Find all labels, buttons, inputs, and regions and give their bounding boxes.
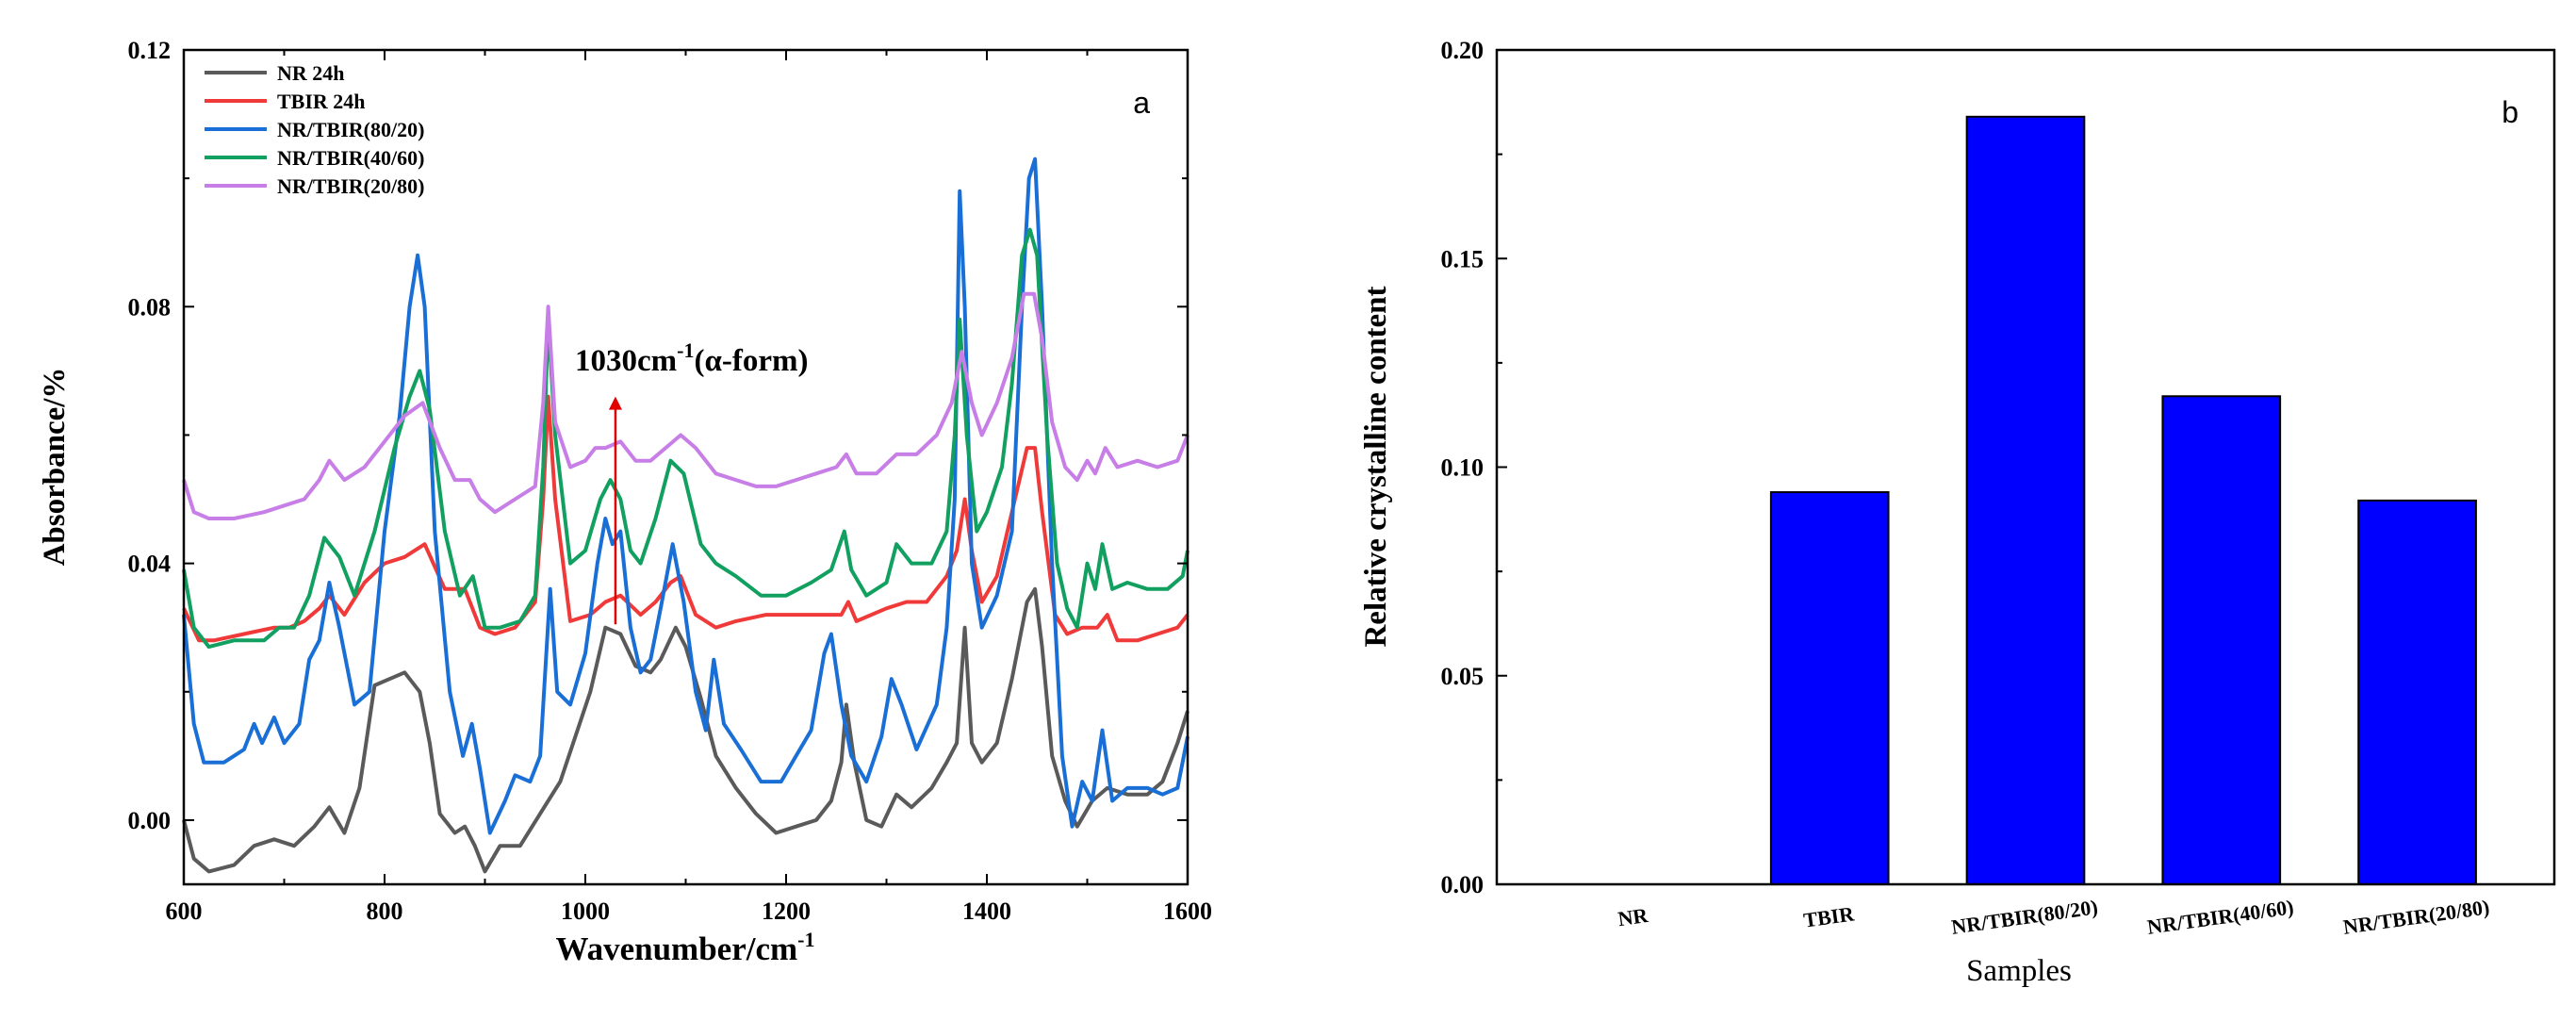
annotation-text: 1030cm-1(α-form) <box>575 338 808 378</box>
chart-b-y-axis-title: Relative crystalline content <box>1359 286 1393 647</box>
chart-a-legend: NR 24h TBIR 24h NR/TBIR(80/20) NR/TBIR(40/6… <box>205 61 424 198</box>
b-y-tick-label-1: 0.05 <box>1441 663 1485 690</box>
b-x-tick-label-3: NR/TBIR(40/60) <box>2146 895 2295 939</box>
y-tick-label-0: 0.00 <box>128 807 172 834</box>
series-line-3 <box>182 227 1190 650</box>
chart-a-y-axis-title: Absorbance/% <box>38 368 72 567</box>
b-x-tick-label-2: NR/TBIR(80/20) <box>1950 895 2099 939</box>
x-tick-label-5: 1600 <box>1163 897 1212 925</box>
legend-label-3: NR/TBIR(40/60) <box>277 146 424 170</box>
annotation-text-suffix: (α-form) <box>694 344 808 378</box>
bar-3 <box>2161 395 2282 885</box>
chart-a: 600 800 1000 1200 1400 1600 0.00 0.04 0.08 0.12 N… <box>38 37 1212 967</box>
legend-label-2: NR/TBIR(80/20) <box>277 118 424 141</box>
b-x-tick-label-0: NR <box>1616 903 1650 930</box>
legend-label-4: NR/TBIR(20/80) <box>277 174 424 198</box>
chart-a-ticks: 600 800 1000 1200 1400 1600 0.00 0.04 0.08 0.12 <box>128 37 1213 925</box>
b-y-tick-label-3: 0.15 <box>1441 245 1485 272</box>
chart-b-x-axis-title: Samples <box>1966 954 2072 988</box>
bar-1 <box>1769 491 1890 885</box>
chart-a-annotation: 1030cm-1(α-form) <box>575 338 808 625</box>
series-line-1 <box>182 394 1190 643</box>
chart-b-bars-group <box>1769 115 2477 886</box>
x-tick-label-1: 800 <box>367 897 403 925</box>
y-tick-label-1: 0.04 <box>128 551 172 578</box>
x-tick-label-3: 1200 <box>762 897 811 925</box>
y-tick-label-2: 0.08 <box>128 293 172 321</box>
chart-a-series-group <box>182 156 1190 874</box>
x-tick-label-0: 600 <box>166 897 203 925</box>
b-y-tick-label-2: 0.10 <box>1441 454 1485 482</box>
x-tick-label-2: 1000 <box>561 897 610 925</box>
annotation-text-prefix: 1030cm <box>575 344 677 378</box>
annotation-arrow-head <box>608 396 622 410</box>
chart-b-ticks: 0.00 0.05 0.10 0.15 0.20 NR TBIR NR/TBIR(80/20)… <box>1441 37 2491 939</box>
x-tick-label-4: 1400 <box>962 897 1011 925</box>
bar-2 <box>1965 115 2086 886</box>
chart-b-panel-label: b <box>2502 95 2519 129</box>
b-y-tick-label-0: 0.00 <box>1441 871 1485 898</box>
b-x-tick-label-1: TBIR <box>1802 901 1857 931</box>
b-y-tick-label-4: 0.20 <box>1441 37 1485 64</box>
bar-4 <box>2357 499 2477 886</box>
legend-label-0: NR 24h <box>277 61 345 85</box>
chart-a-x-axis-title-sup: -1 <box>797 928 814 951</box>
annotation-text-sup: -1 <box>677 338 694 362</box>
chart-a-x-axis-title-main: Wavenumber/cm <box>556 930 798 967</box>
chart-a-panel-label: a <box>1133 86 1150 120</box>
y-tick-label-3: 0.12 <box>128 37 172 64</box>
legend-label-1: TBIR 24h <box>277 90 366 113</box>
chart-a-x-axis-title: Wavenumber/cm-1 <box>556 928 815 967</box>
series-line-0 <box>182 586 1190 874</box>
chart-b: 0.00 0.05 0.10 0.15 0.20 NR TBIR NR/TBIR(80/20)… <box>1359 37 2556 988</box>
series-line-4 <box>182 291 1190 520</box>
b-x-tick-label-4: NR/TBIR(20/80) <box>2341 895 2490 939</box>
